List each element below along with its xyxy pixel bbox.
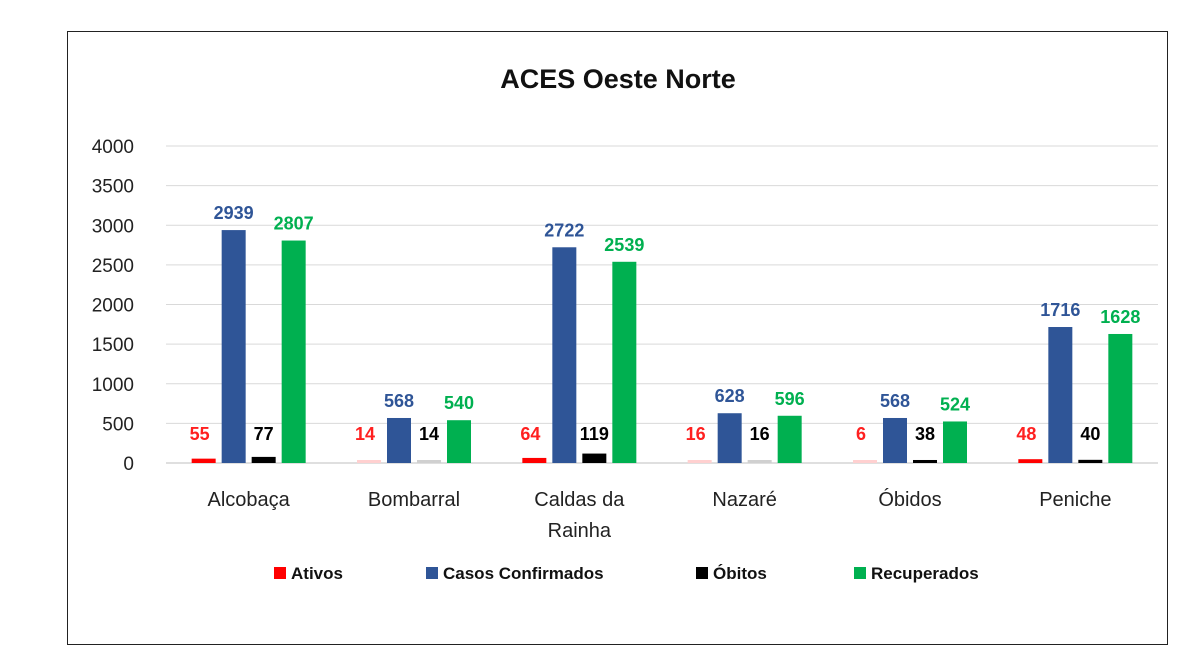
data-label: 16 xyxy=(750,424,770,444)
data-label: 524 xyxy=(940,394,970,414)
legend-label: Óbitos xyxy=(713,564,767,583)
category-label: Rainha xyxy=(548,520,612,542)
legend-label: Ativos xyxy=(291,564,343,583)
data-label: 628 xyxy=(715,386,745,406)
category-label: Nazaré xyxy=(712,489,776,511)
data-label: 596 xyxy=(775,389,805,409)
data-label: 48 xyxy=(1016,424,1036,444)
data-label: 6 xyxy=(856,424,866,444)
data-label: 1716 xyxy=(1040,300,1080,320)
bar xyxy=(777,415,802,463)
bar xyxy=(717,413,742,463)
legend-swatch xyxy=(854,567,866,579)
bar xyxy=(251,456,276,463)
legend-swatch xyxy=(426,567,438,579)
legend-swatch xyxy=(274,567,286,579)
bars xyxy=(191,230,1133,463)
y-tick-label: 2000 xyxy=(92,296,134,317)
bar xyxy=(357,460,381,463)
data-label: 568 xyxy=(384,391,414,411)
data-label: 1628 xyxy=(1100,307,1140,327)
bar xyxy=(387,417,411,463)
data-label: 2939 xyxy=(214,203,254,223)
legend-swatch xyxy=(696,567,708,579)
bar xyxy=(522,457,547,463)
data-label: 14 xyxy=(355,424,375,444)
y-tick-label: 3500 xyxy=(92,177,134,198)
y-tick-label: 3000 xyxy=(92,216,134,237)
category-label: Caldas da xyxy=(534,489,625,511)
bar xyxy=(612,261,637,463)
bar xyxy=(747,460,772,463)
bar xyxy=(1018,459,1043,463)
data-label: 38 xyxy=(915,424,935,444)
bar xyxy=(582,453,607,463)
y-tick-label: 4000 xyxy=(92,137,134,158)
y-axis-ticks: 0 500 1000 1500 2000 2500 3000 3500 4000 xyxy=(92,137,134,475)
data-label: 2722 xyxy=(544,220,584,240)
category-label: Alcobaça xyxy=(208,489,291,511)
category-label: Peniche xyxy=(1039,489,1111,511)
gridlines xyxy=(166,145,1158,464)
data-label: 540 xyxy=(444,393,474,413)
legend: Ativos Casos Confirmados Óbitos Recuperados xyxy=(274,564,979,583)
bar xyxy=(1078,459,1103,463)
data-label: 119 xyxy=(580,424,609,444)
bar xyxy=(447,420,471,463)
data-label: 55 xyxy=(190,424,210,444)
bar xyxy=(1108,333,1133,463)
bar xyxy=(221,230,246,463)
chart-title: ACES Oeste Norte xyxy=(500,64,736,94)
chart-svg: ACES Oeste Norte 0 500 1000 1500 2000 2500 300… xyxy=(92,64,1158,583)
y-tick-label: 0 xyxy=(123,454,134,475)
y-tick-label: 1500 xyxy=(92,335,134,356)
bar xyxy=(191,458,216,463)
bar xyxy=(417,460,441,463)
bar xyxy=(552,247,577,463)
legend-label: Casos Confirmados xyxy=(443,564,604,583)
bar xyxy=(687,460,712,463)
bar xyxy=(281,240,306,463)
data-label: 568 xyxy=(880,391,910,411)
bar xyxy=(853,460,877,463)
y-tick-label: 2500 xyxy=(92,256,134,277)
y-tick-label: 500 xyxy=(102,414,134,435)
bar xyxy=(883,417,907,463)
data-label: 77 xyxy=(254,424,274,444)
data-label: 2539 xyxy=(604,235,644,255)
legend-label: Recuperados xyxy=(871,564,979,583)
data-label: 16 xyxy=(686,424,706,444)
category-label: Óbidos xyxy=(878,488,941,511)
chart-frame: ACES Oeste Norte 0 500 1000 1500 2000 2500 300… xyxy=(67,31,1168,645)
data-label: 40 xyxy=(1080,424,1100,444)
category-label: Bombarral xyxy=(368,489,460,511)
data-label: 14 xyxy=(419,424,439,444)
bar xyxy=(1048,327,1073,463)
data-label: 2807 xyxy=(274,214,314,234)
bar xyxy=(913,459,937,463)
data-labels: 5529397728071456814540642722119253916628… xyxy=(190,203,1141,444)
y-tick-label: 1000 xyxy=(92,375,134,396)
data-label: 64 xyxy=(520,424,540,444)
x-axis-categories: Alcobaça Bombarral Caldas da Rainha Nazaré Ób… xyxy=(208,488,1112,542)
bar xyxy=(943,421,967,463)
